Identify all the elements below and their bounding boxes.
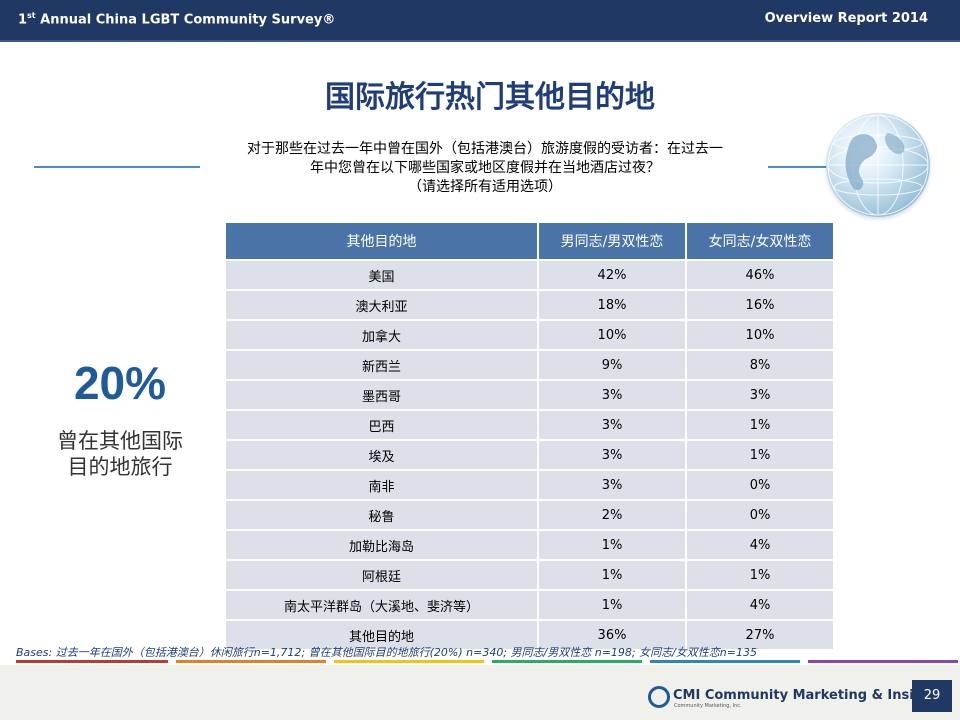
table-row: 埃及 3% 1% <box>226 441 833 469</box>
men-cell: 1% <box>539 561 685 589</box>
stripe-orange <box>176 660 326 663</box>
women-cell: 0% <box>687 501 833 529</box>
destination-cell: 墨西哥 <box>226 381 537 409</box>
men-cell: 36% <box>539 621 685 649</box>
question-line-1: 对于那些在过去一年中曾在国外（包括港澳台）旅游度假的受访者：在过去一 <box>247 141 723 157</box>
callout-line-1: 曾在其他国际 <box>57 429 183 453</box>
men-cell: 1% <box>539 591 685 619</box>
color-stripes <box>16 660 960 663</box>
men-cell: 3% <box>539 411 685 439</box>
destinations-table: 其他目的地 男同志/男双性恋 女同志/女双性恋 美国 42% 46% 澳大利亚 18%… <box>224 221 835 651</box>
women-cell: 8% <box>687 351 833 379</box>
destination-cell: 阿根廷 <box>226 561 537 589</box>
page-number: 29 <box>912 680 952 712</box>
men-cell: 3% <box>539 471 685 499</box>
women-cell: 4% <box>687 531 833 559</box>
table-header-row: 其他目的地 男同志/男双性恋 女同志/女双性恋 <box>226 223 833 259</box>
survey-question: 对于那些在过去一年中曾在国外（包括港澳台）旅游度假的受访者：在过去一 年中您曾在… <box>205 140 765 197</box>
report-title: Overview Report 2014 <box>764 11 928 26</box>
men-cell: 3% <box>539 441 685 469</box>
women-cell: 1% <box>687 561 833 589</box>
table-row: 加拿大 10% 10% <box>226 321 833 349</box>
destination-cell: 新西兰 <box>226 351 537 379</box>
callout-percent: 20% <box>73 357 167 409</box>
header-bar: 1st Annual China LGBT Community Survey® … <box>0 0 960 42</box>
destination-cell: 秘鲁 <box>226 501 537 529</box>
callout-line-2: 目的地旅行 <box>67 455 173 479</box>
women-cell: 3% <box>687 381 833 409</box>
cmi-logo-icon <box>648 686 670 708</box>
women-cell: 10% <box>687 321 833 349</box>
table-row: 其他目的地 36% 27% <box>226 621 833 649</box>
men-cell: 3% <box>539 381 685 409</box>
men-cell: 42% <box>539 261 685 289</box>
stripe-red <box>16 660 168 663</box>
destination-cell: 加拿大 <box>226 321 537 349</box>
header-gay-bi-men: 男同志/男双性恋 <box>539 223 685 259</box>
bases-footnote: Bases: 过去一年在国外（包括港澳台）休闲旅行n=1,712; 曾在其他国际… <box>16 646 757 659</box>
company-subtitle: Community Marketing, Inc. <box>674 703 742 709</box>
destination-cell: 其他目的地 <box>226 621 537 649</box>
stripe-yellow <box>334 660 484 663</box>
table-row: 巴西 3% 1% <box>226 411 833 439</box>
destination-cell: 澳大利亚 <box>226 291 537 319</box>
destination-cell: 巴西 <box>226 411 537 439</box>
men-cell: 9% <box>539 351 685 379</box>
destination-cell: 加勒比海岛 <box>226 531 537 559</box>
survey-title: 1st Annual China LGBT Community Survey® <box>18 11 336 28</box>
destination-cell: 南太平洋群岛（大溪地、斐济等） <box>226 591 537 619</box>
page-title: 国际旅行热门其他目的地 <box>325 80 655 115</box>
table-row: 加勒比海岛 1% 4% <box>226 531 833 559</box>
header-lesbian-bi-women: 女同志/女双性恋 <box>687 223 833 259</box>
header-destination: 其他目的地 <box>226 223 537 259</box>
company-name: CMI Community Marketing & Insights <box>673 688 947 703</box>
table-row: 墨西哥 3% 3% <box>226 381 833 409</box>
stripe-green <box>492 660 642 663</box>
women-cell: 0% <box>687 471 833 499</box>
women-cell: 4% <box>687 591 833 619</box>
footer <box>0 665 960 720</box>
destination-cell: 美国 <box>226 261 537 289</box>
women-cell: 1% <box>687 441 833 469</box>
question-line-2: 年中您曾在以下哪些国家或地区度假并在当地酒店过夜？ <box>310 160 660 176</box>
men-cell: 10% <box>539 321 685 349</box>
table-row: 南太平洋群岛（大溪地、斐济等） 1% 4% <box>226 591 833 619</box>
table-row: 澳大利亚 18% 16% <box>226 291 833 319</box>
stripe-purple <box>808 660 958 663</box>
globe-icon <box>826 113 930 217</box>
men-cell: 2% <box>539 501 685 529</box>
destination-cell: 南非 <box>226 471 537 499</box>
women-cell: 16% <box>687 291 833 319</box>
men-cell: 1% <box>539 531 685 559</box>
table-row: 阿根廷 1% 1% <box>226 561 833 589</box>
divider-left <box>34 166 200 168</box>
women-cell: 1% <box>687 411 833 439</box>
divider-right <box>768 166 828 168</box>
table-row: 南非 3% 0% <box>226 471 833 499</box>
question-line-3: （请选择所有适用选项） <box>408 179 562 195</box>
callout-label: 曾在其他国际 目的地旅行 <box>40 428 200 480</box>
table-row: 新西兰 9% 8% <box>226 351 833 379</box>
table-row: 秘鲁 2% 0% <box>226 501 833 529</box>
women-cell: 27% <box>687 621 833 649</box>
women-cell: 46% <box>687 261 833 289</box>
stripe-blue <box>650 660 800 663</box>
table-row: 美国 42% 46% <box>226 261 833 289</box>
destination-cell: 埃及 <box>226 441 537 469</box>
men-cell: 18% <box>539 291 685 319</box>
